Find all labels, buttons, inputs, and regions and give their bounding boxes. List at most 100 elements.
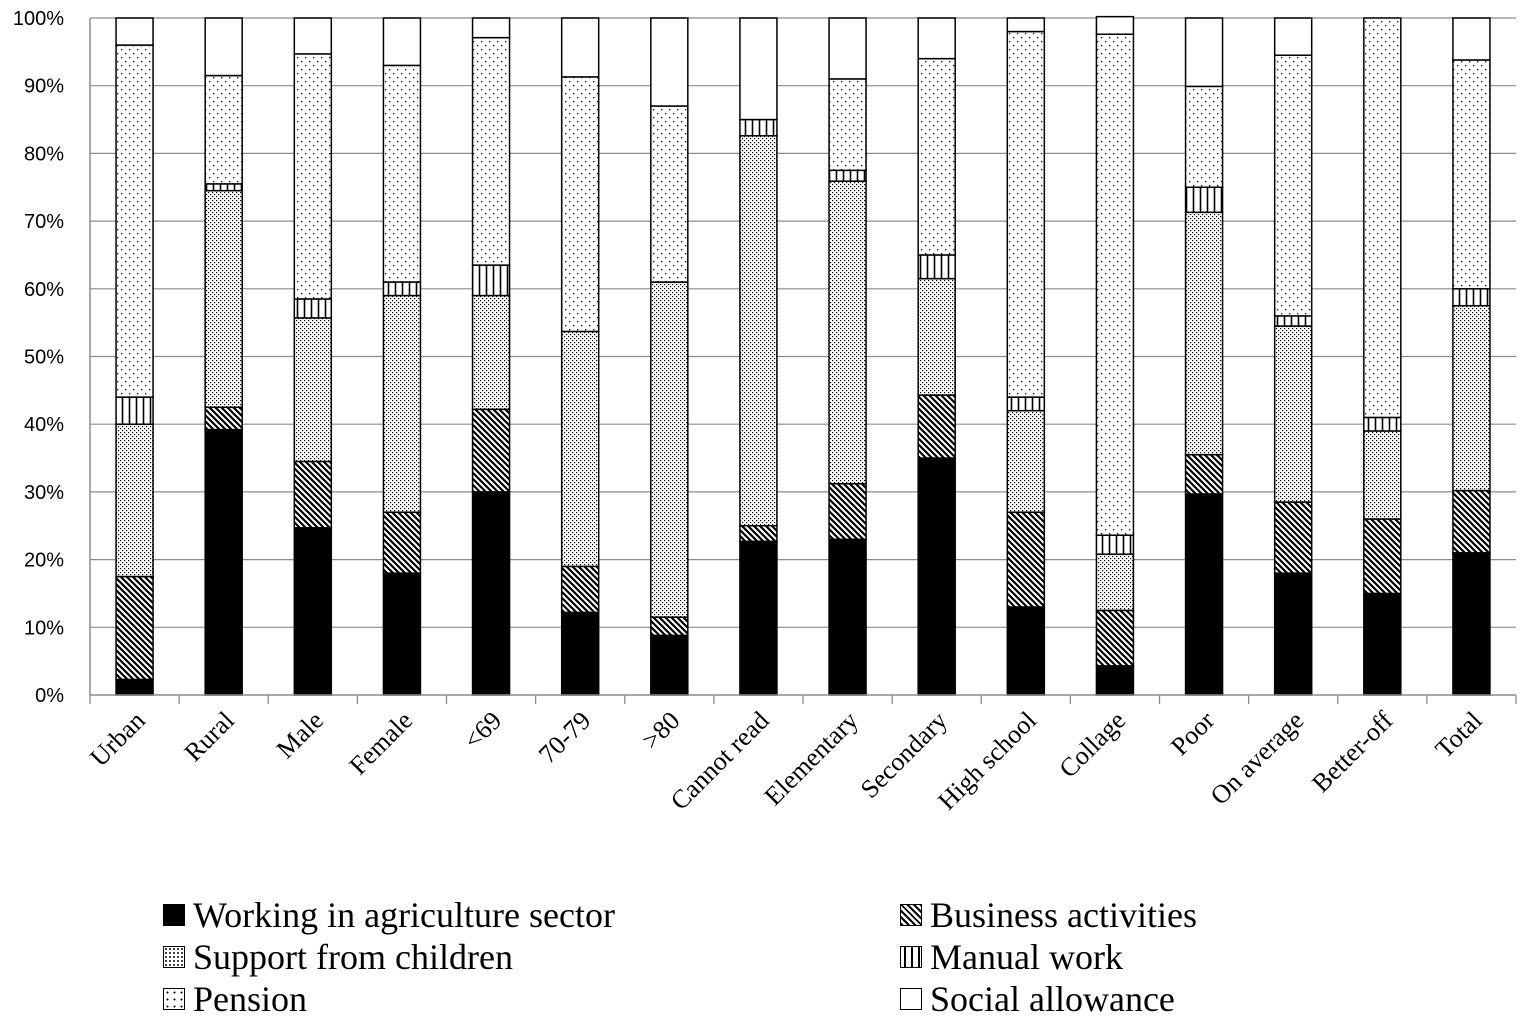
bar-segment bbox=[917, 457, 956, 696]
bar-segment bbox=[828, 78, 867, 172]
bar-segment bbox=[471, 36, 511, 266]
bar-stack bbox=[1006, 17, 1046, 696]
bar-segment bbox=[1006, 409, 1046, 513]
bar-segment bbox=[1095, 609, 1135, 667]
x-tick-label: Better-off bbox=[1306, 705, 1399, 798]
bar-segment bbox=[1184, 453, 1224, 495]
y-tick-label: 100% bbox=[13, 8, 64, 30]
bar-segment bbox=[293, 53, 333, 300]
bar-segment bbox=[115, 17, 154, 46]
bar-segment bbox=[1273, 325, 1313, 503]
bar-segment bbox=[1452, 489, 1491, 554]
bar-segment bbox=[1363, 430, 1402, 520]
x-tick-label: Urban bbox=[84, 706, 150, 772]
bar-segment bbox=[293, 17, 333, 55]
bar-segment bbox=[204, 17, 243, 77]
y-tick-label: 0% bbox=[35, 685, 64, 707]
y-tick-label: 90% bbox=[24, 76, 64, 98]
bar-segment bbox=[1006, 396, 1046, 412]
bar-segment bbox=[560, 17, 600, 78]
bar-segment bbox=[917, 254, 956, 280]
bar-segment bbox=[1452, 17, 1491, 61]
bar-stack bbox=[650, 17, 689, 696]
bar-segment bbox=[293, 460, 333, 529]
bar-segment bbox=[382, 511, 422, 574]
bar-stack bbox=[115, 17, 154, 696]
bar-segment bbox=[293, 298, 333, 319]
bar-stack bbox=[560, 17, 600, 696]
y-tick-label: 70% bbox=[24, 211, 64, 233]
bar-segment bbox=[560, 611, 600, 696]
bar-segment bbox=[1363, 592, 1402, 696]
bar-segment bbox=[204, 189, 243, 409]
bar-segment bbox=[917, 277, 956, 396]
bar-segment bbox=[1273, 54, 1313, 317]
bar-stack bbox=[1184, 17, 1224, 696]
bar-segment bbox=[828, 538, 867, 696]
y-tick-label: 50% bbox=[24, 347, 64, 369]
bar-segment bbox=[650, 281, 689, 618]
bar-stack bbox=[1273, 17, 1313, 696]
bar-segment bbox=[828, 180, 867, 485]
bar-segment bbox=[1095, 534, 1135, 555]
x-tick-label: Collage bbox=[1053, 706, 1131, 784]
bar-segment bbox=[650, 616, 689, 637]
bars bbox=[115, 15, 1491, 696]
bar-segment bbox=[917, 17, 956, 60]
bar-segment bbox=[471, 294, 511, 411]
bar-segment bbox=[560, 330, 600, 568]
bar-segment bbox=[115, 44, 154, 398]
bar-segment bbox=[204, 183, 243, 192]
y-tick-label: 30% bbox=[24, 482, 64, 504]
bar-segment bbox=[1006, 30, 1046, 398]
bar-segment bbox=[739, 540, 778, 696]
bar-segment bbox=[471, 264, 511, 297]
bar-segment bbox=[917, 394, 956, 459]
bar-segment bbox=[115, 396, 154, 425]
bar-stack bbox=[1095, 15, 1135, 696]
y-tick-label: 10% bbox=[24, 617, 64, 639]
bar-segment bbox=[1273, 501, 1313, 574]
x-tick-label: Female bbox=[344, 706, 419, 781]
bar-segment bbox=[471, 17, 511, 39]
bar-segment bbox=[1184, 17, 1224, 88]
bar-segment bbox=[1184, 493, 1224, 696]
bar-segment bbox=[1363, 416, 1402, 432]
x-tick-label: On average bbox=[1205, 706, 1310, 811]
bar-segment bbox=[1363, 17, 1402, 419]
bar-segment bbox=[382, 64, 422, 283]
x-tick-label: Rural bbox=[179, 706, 240, 767]
bar-segment bbox=[1006, 511, 1046, 608]
y-axis: 0% 10% 20% 30% 40% 50% 60% 70% 80% 90% 100% bbox=[13, 8, 91, 707]
bar-segment bbox=[650, 105, 689, 283]
bar-segment bbox=[739, 135, 778, 527]
bar-segment bbox=[650, 17, 689, 107]
bar-segment bbox=[471, 408, 511, 493]
bar-stack bbox=[828, 17, 867, 696]
bar-stack bbox=[204, 17, 243, 696]
bar-segment bbox=[1184, 186, 1224, 214]
bar-segment bbox=[650, 634, 689, 696]
x-tick-label: >80 bbox=[636, 706, 685, 755]
bar-segment bbox=[828, 17, 867, 80]
y-tick-label: 20% bbox=[24, 550, 64, 572]
bar-segment bbox=[1006, 17, 1046, 33]
bar-segment bbox=[115, 678, 154, 696]
y-tick-label: 40% bbox=[24, 414, 64, 436]
bar-segment bbox=[382, 281, 422, 297]
x-tick-label: 70-79 bbox=[533, 706, 596, 769]
bar-segment bbox=[293, 317, 333, 463]
bar-segment bbox=[1184, 85, 1224, 188]
bar-segment bbox=[1184, 211, 1224, 456]
bar-segment bbox=[1095, 665, 1135, 696]
bar-segment bbox=[1363, 518, 1402, 595]
bar-stack bbox=[471, 17, 511, 696]
x-tick-label: Poor bbox=[1165, 705, 1220, 760]
bar-segment bbox=[204, 74, 243, 185]
bar-segment bbox=[1452, 304, 1491, 492]
bar-stack bbox=[1452, 17, 1491, 696]
bar-segment bbox=[828, 483, 867, 541]
bar-segment bbox=[1452, 288, 1491, 307]
